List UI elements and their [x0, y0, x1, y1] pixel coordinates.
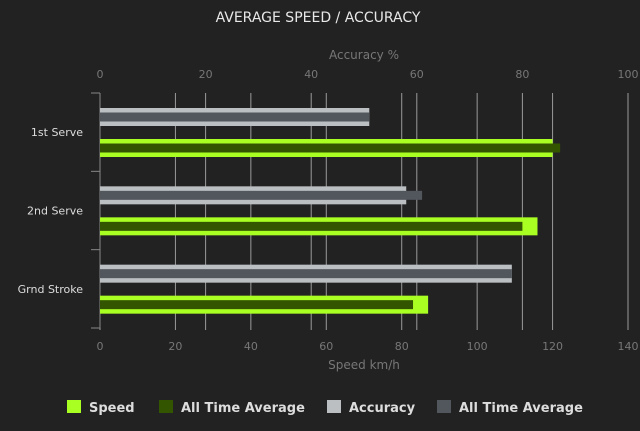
- legend-swatch: [67, 400, 81, 413]
- legend-swatch: [159, 400, 173, 413]
- legend-label: All Time Average: [459, 401, 583, 416]
- speed-tick-label: 80: [395, 340, 409, 353]
- accuracy-average-bar: [100, 190, 423, 200]
- chart-title: AVERAGE SPEED / ACCURACY: [216, 10, 421, 26]
- speed-tick-label: 0: [97, 340, 104, 353]
- legend-swatch: [437, 400, 451, 413]
- accuracy-tick-label: 0: [97, 68, 104, 81]
- accuracy-tick-label: 40: [304, 68, 318, 81]
- accuracy-tick-label: 100: [618, 68, 639, 81]
- accuracy-tick-label: 80: [515, 68, 529, 81]
- legend-swatch: [327, 400, 341, 413]
- speed-tick-label: 100: [467, 340, 488, 353]
- speed-tick-label: 20: [168, 340, 182, 353]
- speed-tick-label: 60: [319, 340, 333, 353]
- top-axis-label: Accuracy %: [329, 48, 399, 62]
- speed-tick-label: 40: [244, 340, 258, 353]
- accuracy-tick-label: 20: [199, 68, 213, 81]
- speed-tick-label: 140: [618, 340, 639, 353]
- accuracy-tick-label: 60: [410, 68, 424, 81]
- category-label: 1st Serve: [31, 126, 83, 139]
- legend-label: All Time Average: [181, 401, 305, 416]
- accuracy-average-bar: [100, 112, 370, 122]
- category-label: 2nd Serve: [27, 205, 83, 218]
- speed-average-bar: [100, 143, 561, 153]
- legend-label: Speed: [89, 401, 135, 416]
- category-label: Grnd Stroke: [18, 283, 84, 296]
- speed-average-bar: [100, 300, 414, 310]
- speed-tick-label: 120: [542, 340, 563, 353]
- bottom-axis-label: Speed km/h: [328, 358, 400, 372]
- legend-label: Accuracy: [349, 401, 416, 416]
- speed-average-bar: [100, 221, 523, 231]
- accuracy-average-bar: [100, 269, 512, 279]
